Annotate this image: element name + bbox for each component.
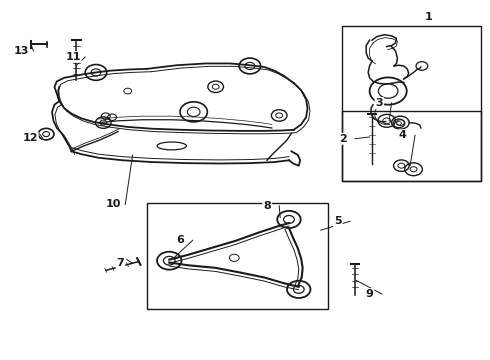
Text: 8: 8 bbox=[263, 201, 271, 211]
Text: 11: 11 bbox=[65, 52, 81, 62]
Text: 2: 2 bbox=[339, 134, 346, 144]
Text: 7: 7 bbox=[117, 258, 124, 268]
Bar bbox=[147, 203, 328, 309]
Text: 6: 6 bbox=[176, 235, 184, 245]
Text: 12: 12 bbox=[22, 133, 38, 143]
Text: 13: 13 bbox=[14, 46, 29, 56]
Text: 4: 4 bbox=[399, 130, 407, 140]
Bar bbox=[342, 111, 482, 181]
Text: 9: 9 bbox=[366, 289, 373, 299]
Text: 3: 3 bbox=[375, 98, 383, 108]
Bar bbox=[342, 26, 482, 181]
Text: 5: 5 bbox=[334, 216, 342, 226]
Text: 10: 10 bbox=[105, 199, 121, 210]
Text: 1: 1 bbox=[424, 12, 432, 22]
